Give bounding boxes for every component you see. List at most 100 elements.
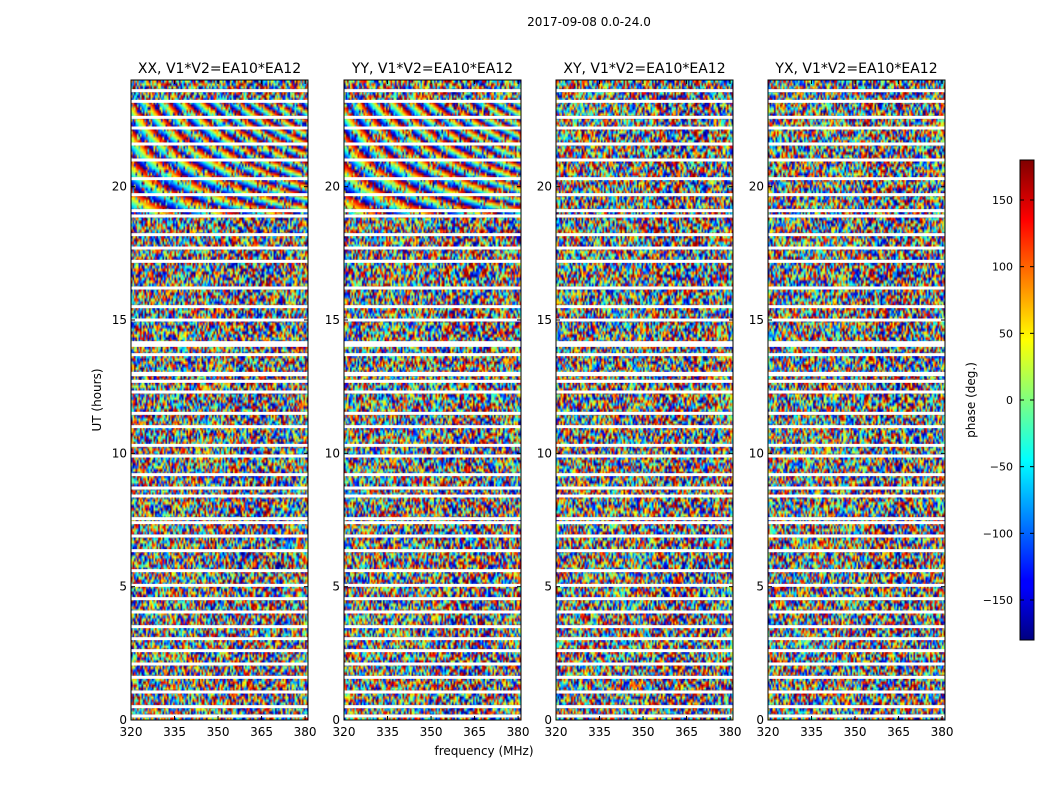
x-tick-label: 320 [545, 725, 568, 739]
x-tick-label: 350 [632, 725, 655, 739]
flagged-row [768, 379, 945, 383]
flagged-row [556, 305, 733, 309]
flagged-row [344, 353, 521, 357]
flagged-row [768, 597, 945, 601]
phase-heatmap-image [768, 80, 945, 720]
flagged-row [556, 637, 733, 641]
flagged-row [344, 714, 521, 718]
flagged-row [131, 569, 308, 573]
flagged-row [344, 583, 521, 587]
flagged-row [556, 259, 733, 263]
flagged-row [131, 662, 308, 666]
colorbar-tick-label: 50 [999, 327, 1013, 340]
x-tick-label: 320 [333, 725, 356, 739]
y-tick-label: 20 [749, 180, 764, 194]
y-tick-label: 15 [325, 313, 340, 327]
x-tick-label: 335 [588, 725, 611, 739]
flagged-row [556, 610, 733, 614]
flagged-row [556, 454, 733, 458]
flagged-row [131, 233, 308, 237]
panel-frame [343, 79, 522, 721]
x-tick-label: 350 [844, 725, 867, 739]
flagged-row [556, 341, 733, 345]
flagged-row [556, 486, 733, 490]
flagged-row [131, 597, 308, 601]
flagged-row [344, 318, 521, 322]
flagged-row [344, 214, 521, 218]
flagged-row [556, 318, 733, 322]
flagged-row [556, 675, 733, 679]
flagged-row [344, 675, 521, 679]
flagged-row [556, 142, 733, 146]
flagged-row [344, 341, 521, 345]
x-tick-label: 335 [163, 725, 186, 739]
flagged-row [344, 486, 521, 490]
flagged-row [768, 246, 945, 250]
y-axis-label: UT (hours) [90, 368, 104, 431]
flagged-row [768, 705, 945, 709]
flagged-row [131, 142, 308, 146]
flagged-row [344, 443, 521, 447]
flagged-row [344, 597, 521, 601]
y-tick-label: 15 [537, 313, 552, 327]
y-tick-label: 10 [325, 446, 340, 460]
flagged-row [556, 286, 733, 290]
y-tick-label: 10 [749, 446, 764, 460]
flagged-row [131, 649, 308, 653]
flagged-row [131, 209, 308, 213]
flagged-row [131, 115, 308, 119]
x-tick-label: 380 [931, 725, 954, 739]
flagged-row [556, 517, 733, 521]
flagged-row [556, 411, 733, 415]
flagged-row [131, 341, 308, 345]
flagged-row [768, 259, 945, 263]
colorbar-tick-label: 150 [992, 194, 1013, 207]
flagged-row [131, 583, 308, 587]
flagged-row [344, 286, 521, 290]
flagged-row [344, 425, 521, 429]
y-tick-label: 10 [112, 446, 127, 460]
flagged-row [556, 521, 733, 525]
flagged-row [344, 233, 521, 237]
flagged-row [768, 473, 945, 477]
flagged-row [131, 610, 308, 614]
flagged-row [131, 443, 308, 447]
y-tick-label: 0 [544, 713, 552, 727]
y-tick-label: 20 [112, 180, 127, 194]
y-tick-label: 15 [749, 313, 764, 327]
y-tick-label: 5 [544, 580, 552, 594]
flagged-row [768, 343, 945, 347]
flagged-row [344, 115, 521, 119]
flagged-row [131, 214, 308, 218]
flagged-row [131, 494, 308, 498]
flagged-row [768, 214, 945, 218]
flagged-row [768, 177, 945, 181]
flagged-row [131, 390, 308, 394]
colorbar-tick-label: 0 [1006, 394, 1013, 407]
flagged-row [344, 89, 521, 93]
flagged-row [556, 625, 733, 629]
flagged-row [768, 411, 945, 415]
x-tick-label: 380 [507, 725, 530, 739]
flagged-row [768, 99, 945, 103]
flagged-row [768, 521, 945, 525]
y-tick-label: 20 [537, 180, 552, 194]
flagged-row [556, 214, 733, 218]
flagged-row [131, 637, 308, 641]
flagged-row [344, 517, 521, 521]
flagged-row [131, 425, 308, 429]
flagged-row [344, 193, 521, 197]
flagged-row [131, 534, 308, 538]
flagged-row [768, 305, 945, 309]
flagged-row [344, 521, 521, 525]
flagged-row [768, 662, 945, 666]
flagged-row [556, 390, 733, 394]
flagged-row [131, 549, 308, 553]
x-tick-label: 350 [207, 725, 230, 739]
flagged-row [131, 675, 308, 679]
panel-xx: XX, V1*V2=EA10*EA12 320 335 350 365 380 0 5 10 15… [112, 61, 317, 739]
flagged-row [344, 625, 521, 629]
x-tick-label: 335 [800, 725, 823, 739]
flagged-row [768, 425, 945, 429]
